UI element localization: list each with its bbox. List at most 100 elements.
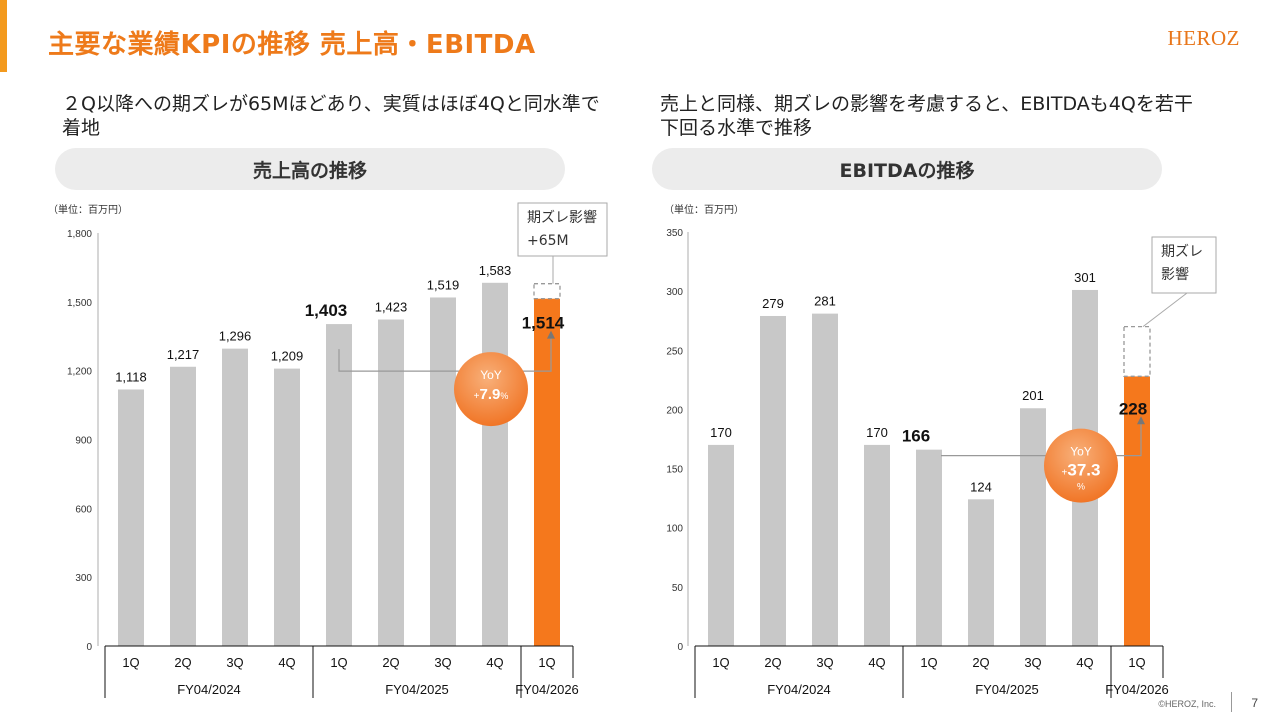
ebitda-category-label: 4Q [1076, 655, 1093, 670]
revenue-category-label: 4Q [486, 655, 503, 670]
ebitda-bar [968, 499, 994, 646]
ebitda-y-tick: 100 [666, 524, 683, 535]
revenue-category-label: 2Q [174, 655, 191, 670]
ebitda-value-label: 124 [970, 479, 992, 494]
ebitda-value-label: 279 [762, 296, 784, 311]
ebitda-yoy-connector [941, 422, 1142, 457]
revenue-category-label: 3Q [226, 655, 243, 670]
revenue-value-label: 1,209 [271, 349, 304, 364]
revenue-callout-text: 期ズレ影響 [527, 209, 597, 226]
ebitda-yoy-label: YoY [1070, 445, 1092, 459]
ebitda-value-label: 201 [1022, 388, 1044, 403]
ebitda-bar [1124, 376, 1150, 646]
ebitda-category-label: 2Q [972, 655, 989, 670]
ebitda-group-label: FY04/2024 [767, 682, 831, 697]
title-accent-bar [0, 0, 7, 72]
ebitda-value-label: 301 [1074, 270, 1096, 285]
revenue-bar [170, 366, 196, 646]
revenue-value-label: 1,118 [115, 369, 147, 384]
footer-divider [1231, 692, 1232, 712]
revenue-value-label: 1,296 [219, 329, 252, 344]
ebitda-chart: （単位：百万円） 0 50 100 150 200 250 300 350 170 279 281 17… [664, 203, 1217, 698]
revenue-chart: （単位：百万円） 0 300 600 900 1,200 1,500 1,800 1,118 1,… [48, 202, 608, 698]
revenue-y-tick: 300 [75, 573, 92, 584]
revenue-value-label: 1,583 [479, 263, 512, 278]
ebitda-callout-box [1151, 236, 1217, 294]
ebitda-group-label: FY04/2025 [975, 682, 1039, 697]
revenue-category-label: 2Q [382, 655, 399, 670]
revenue-chart-header: 売上高の推移 [55, 148, 565, 190]
ebitda-callout-text: 期ズレ [1161, 244, 1203, 260]
revenue-bar [482, 282, 508, 646]
revenue-callout-text: +65M [527, 233, 569, 249]
ebitda-bar [812, 313, 838, 646]
ebitda-y-tick: 150 [666, 465, 683, 476]
page-number: 7 [1251, 696, 1258, 710]
ebitda-unit-label: （単位：百万円） [664, 203, 744, 216]
revenue-value-label: 1,403 [305, 301, 348, 320]
revenue-bar [378, 319, 404, 646]
ebitda-category-label: 3Q [816, 655, 833, 670]
ebitda-category-label: 4Q [868, 655, 885, 670]
ebitda-y-tick: 250 [666, 346, 683, 357]
revenue-bar [274, 368, 300, 646]
revenue-y-tick: 1,200 [67, 367, 92, 378]
revenue-unit-label: （単位：百万円） [48, 203, 128, 216]
ebitda-value-label: 281 [814, 294, 836, 309]
ebitda-yoy-badge [1044, 428, 1118, 503]
ebitda-value-label: 228 [1119, 399, 1147, 418]
revenue-group-label: FY04/2025 [385, 682, 449, 697]
revenue-description: ２Q以降への期ズレが65Mほどあり、実質はほぼ4Qと同水準で着地 [62, 93, 600, 139]
revenue-value-label: 1,519 [427, 277, 460, 292]
revenue-bar [430, 297, 456, 646]
ebitda-category-label: 1Q [1128, 655, 1145, 670]
ebitda-chart-header: EBITDAの推移 [652, 148, 1162, 190]
ebitda-category-label: 1Q [920, 655, 937, 670]
ebitda-y-tick: 0 [677, 642, 683, 653]
page-title: 主要な業績KPIの推移 売上高・EBITDA [48, 30, 536, 60]
ebitda-y-tick: 50 [672, 583, 684, 594]
ebitda-yoy-arrow [1137, 416, 1145, 425]
revenue-shift-box [533, 283, 561, 300]
ebitda-group-label: FY04/2026 [1105, 682, 1169, 697]
revenue-yoy-badge [454, 352, 528, 427]
ebitda-callout-text: 影響 [1161, 266, 1189, 283]
ebitda-y-tick: 300 [666, 287, 683, 298]
ebitda-y-tick: 350 [666, 228, 683, 239]
revenue-y-tick: 1,500 [67, 298, 92, 309]
revenue-callout-box [517, 202, 608, 257]
revenue-group-label: FY04/2026 [515, 682, 579, 697]
ebitda-bar [864, 444, 890, 646]
revenue-yoy-arrow [547, 330, 555, 339]
ebitda-bar [708, 444, 734, 646]
ebitda-category-label: 2Q [764, 655, 781, 670]
revenue-value-label: 1,514 [522, 314, 565, 333]
revenue-bar [118, 389, 144, 646]
revenue-category-label: 4Q [278, 655, 295, 670]
revenue-y-tick: 600 [75, 504, 92, 515]
revenue-group-label: FY04/2024 [177, 682, 241, 697]
revenue-y-tick: 900 [75, 436, 92, 447]
ebitda-category-label: 1Q [712, 655, 729, 670]
ebitda-yoy-number: 37.3 [1067, 461, 1100, 480]
ebitda-value-label: 170 [866, 425, 888, 440]
ebitda-bar [916, 449, 942, 646]
ebitda-yoy-unit: % [1077, 482, 1085, 492]
ebitda-bar [760, 315, 786, 646]
ebitda-callout-leader [1142, 292, 1188, 328]
heroz-logo: HEROZ [1167, 26, 1240, 50]
ebitda-description: 売上と同様、期ズレの影響を考慮すると、EBITDAも4Qを若干下回る水準で推移 [660, 93, 1193, 139]
revenue-yoy-number: 7.9 [479, 386, 500, 403]
revenue-y-tick: 0 [86, 642, 92, 653]
revenue-value-label: 1,423 [375, 300, 408, 315]
ebitda-yoy-sign: + [1062, 468, 1068, 479]
revenue-category-label: 1Q [538, 655, 555, 670]
ebitda-category-label: 3Q [1024, 655, 1041, 670]
revenue-bar [534, 298, 560, 646]
revenue-y-tick: 1,800 [67, 229, 92, 240]
revenue-yoy-unit: % [500, 391, 508, 401]
revenue-bar [326, 324, 352, 646]
revenue-bar [222, 348, 248, 646]
revenue-yoy-connector [338, 336, 552, 372]
